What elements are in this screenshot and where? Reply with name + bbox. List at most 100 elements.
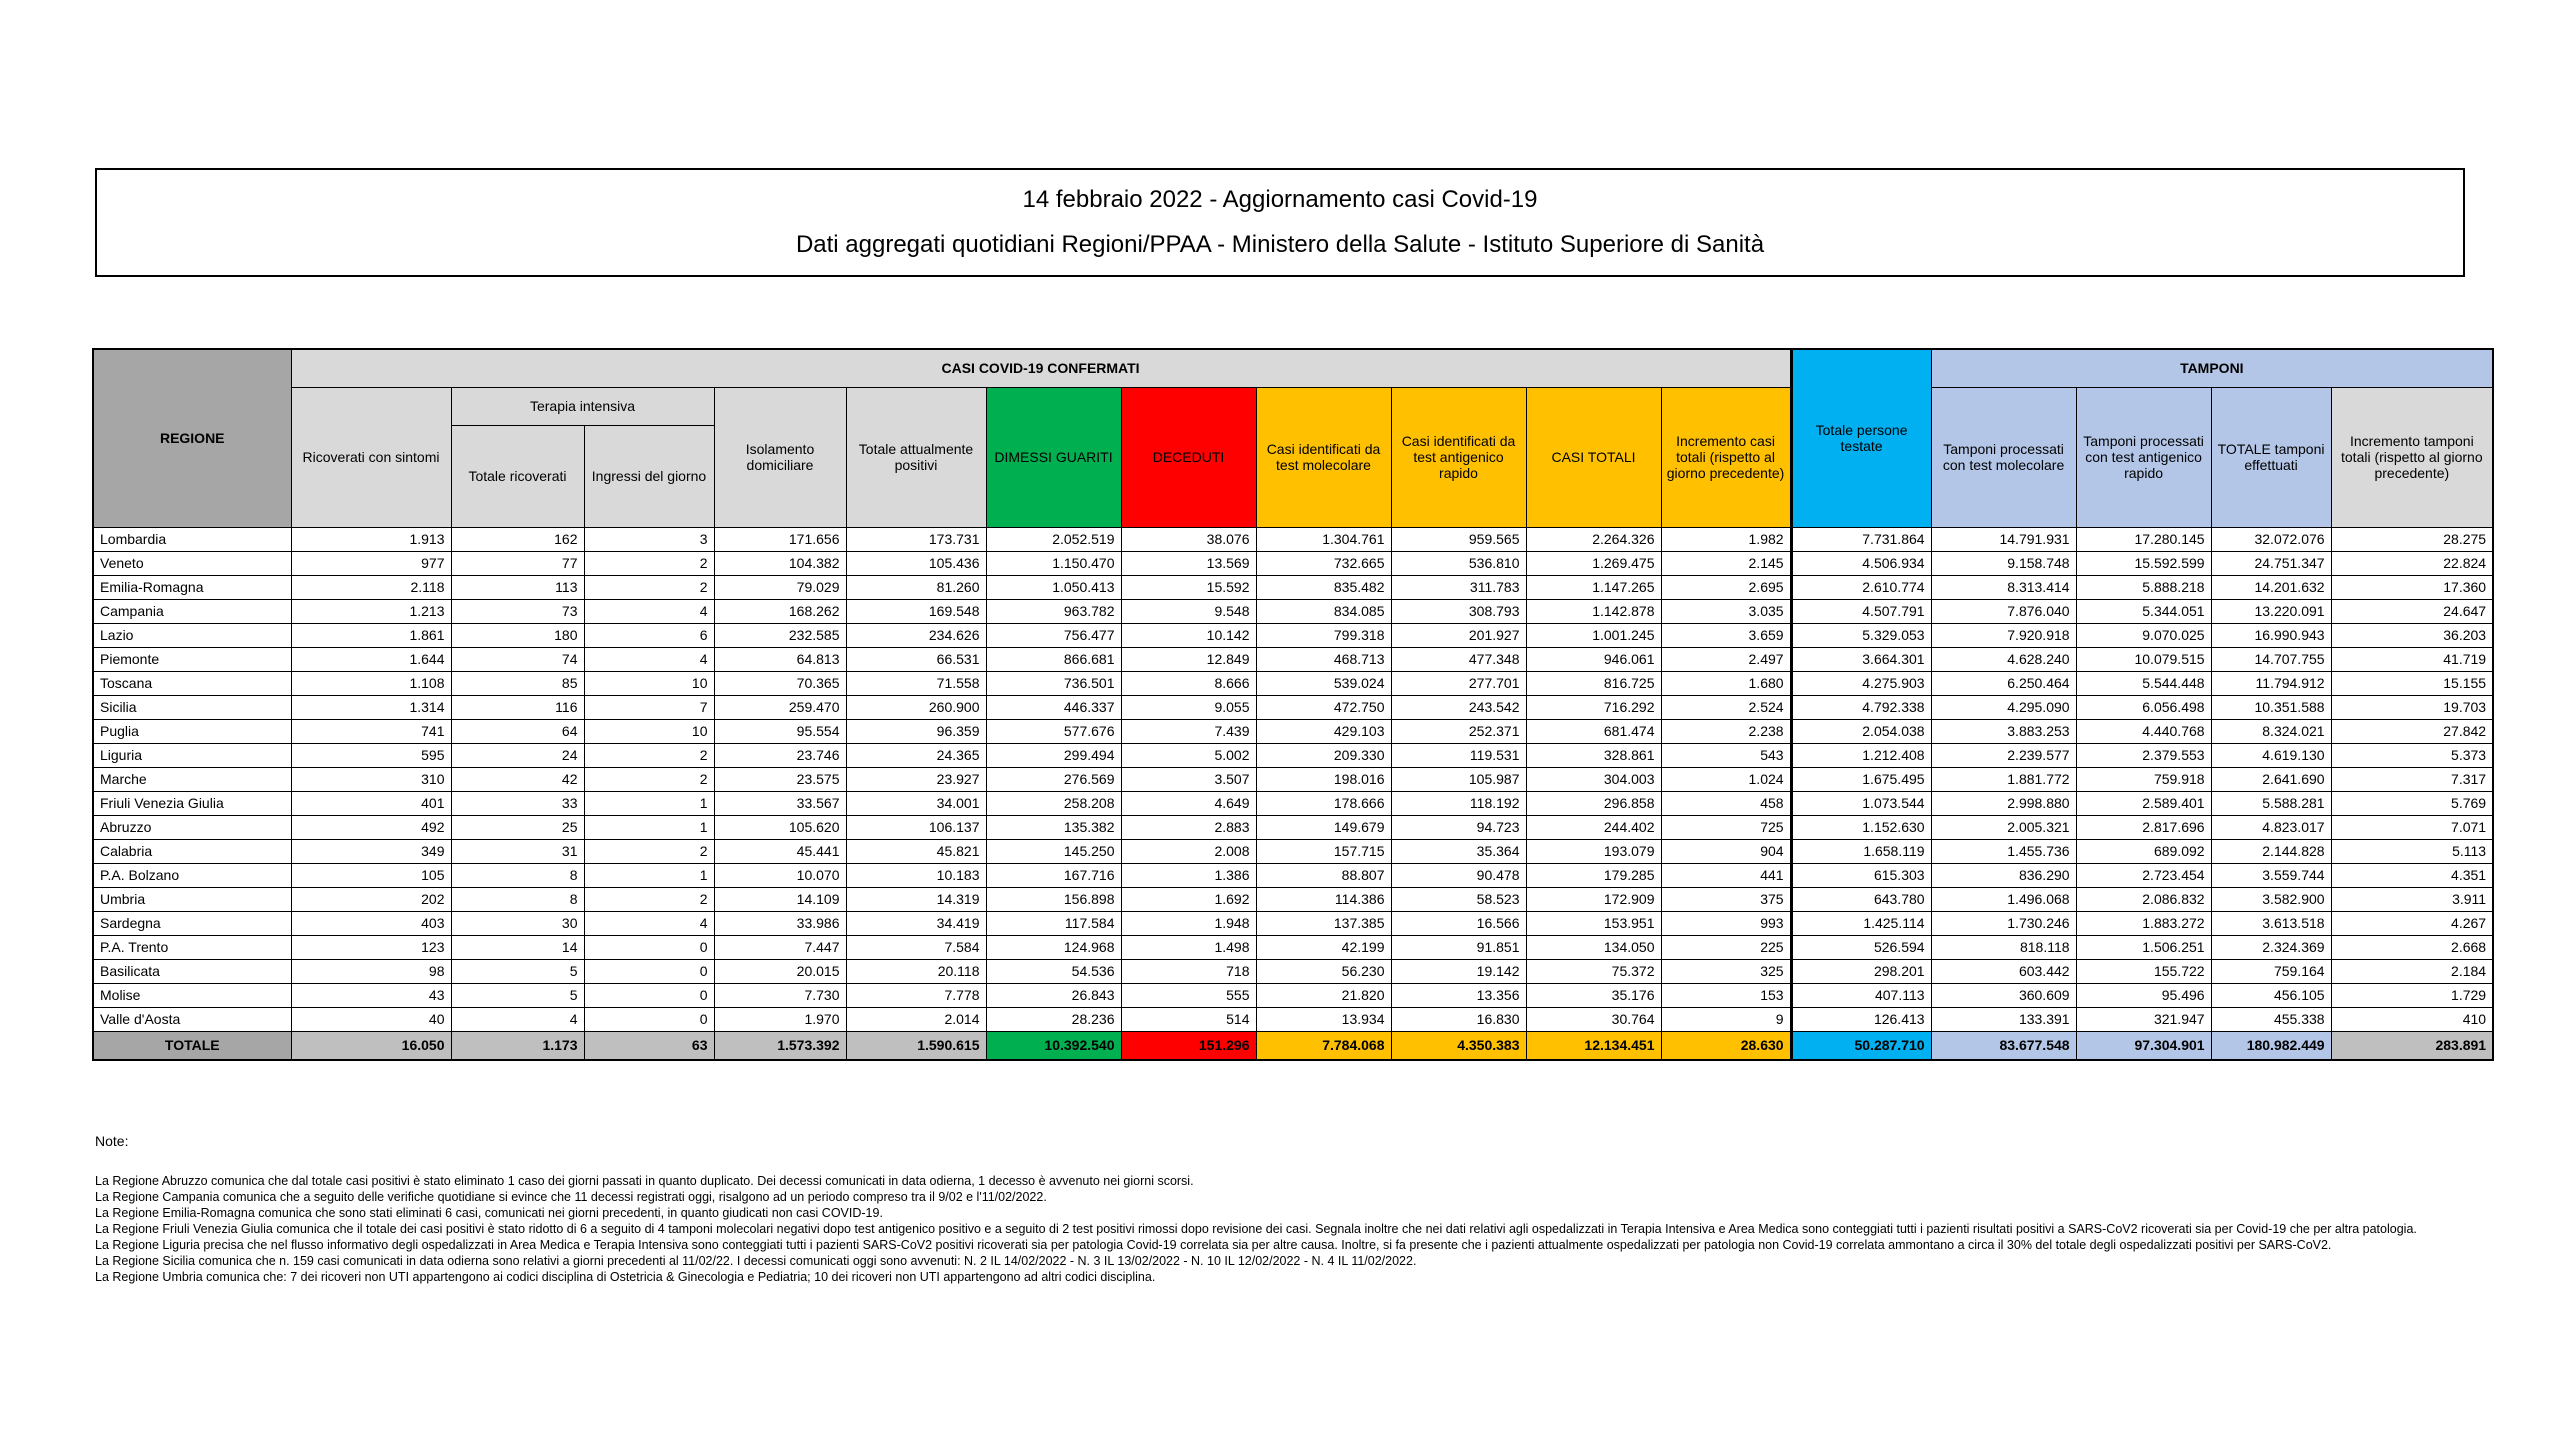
table-row: Basilicata 98 5 0 20.015 20.118 54.536 718 56.23… (92, 958, 2494, 984)
header-casi-test-antigenico: Casi identificati da test antigenico rap… (1390, 386, 1527, 528)
value-cell: 153 (1660, 982, 1792, 1008)
value-cell: 5.769 (2330, 790, 2494, 816)
region-name-cell: Valle d'Aosta (92, 1006, 292, 1032)
total-value-cell: 12.134.451 (1525, 1030, 1662, 1060)
value-cell: 401 (290, 790, 452, 816)
value-cell: 2.723.454 (2075, 862, 2212, 888)
value-cell: 259.470 (713, 694, 847, 720)
table-row: Liguria 595 24 2 23.746 24.365 299.494 5.002 209… (92, 742, 2494, 768)
total-value-cell: 4.350.383 (1390, 1030, 1527, 1060)
value-cell: 468.713 (1255, 646, 1392, 672)
value-cell: 5.588.281 (2210, 790, 2332, 816)
value-cell: 244.402 (1525, 814, 1662, 840)
value-cell: 260.900 (845, 694, 987, 720)
value-cell: 2.610.774 (1789, 574, 1932, 600)
value-cell: 23.575 (713, 766, 847, 792)
value-cell: 123 (290, 934, 452, 960)
value-cell: 167.716 (985, 862, 1122, 888)
value-cell: 1.050.413 (985, 574, 1122, 600)
value-cell: 0 (583, 982, 715, 1008)
value-cell: 2.184 (2330, 958, 2494, 984)
value-cell: 88.807 (1255, 862, 1392, 888)
value-cell: 56.230 (1255, 958, 1392, 984)
value-cell: 310 (290, 766, 452, 792)
value-cell: 23.746 (713, 742, 847, 768)
value-cell: 105.987 (1390, 766, 1527, 792)
value-cell: 66.531 (845, 646, 987, 672)
table-row: Marche 310 42 2 23.575 23.927 276.569 3.507 198.… (92, 766, 2494, 792)
value-cell: 96.359 (845, 718, 987, 744)
value-cell: 1.948 (1120, 910, 1257, 936)
region-name-cell: Basilicata (92, 958, 292, 984)
value-cell: 137.385 (1255, 910, 1392, 936)
value-cell: 17.360 (2330, 574, 2494, 600)
value-cell: 15.592.599 (2075, 550, 2212, 576)
value-cell: 0 (583, 958, 715, 984)
value-cell: 45.441 (713, 838, 847, 864)
value-cell: 963.782 (985, 598, 1122, 624)
value-cell: 1.883.272 (2075, 910, 2212, 936)
value-cell: 866.681 (985, 646, 1122, 672)
value-cell: 5.888.218 (2075, 574, 2212, 600)
value-cell: 105 (290, 862, 452, 888)
value-cell: 4.295.090 (1930, 694, 2077, 720)
table-row: Veneto 977 77 2 104.382 105.436 1.150.470 13.56… (92, 550, 2494, 576)
value-cell: 36.203 (2330, 622, 2494, 648)
value-cell: 536.810 (1390, 550, 1527, 576)
value-cell: 91.851 (1390, 934, 1527, 960)
value-cell: 201.927 (1390, 622, 1527, 648)
value-cell: 7.731.864 (1789, 526, 1932, 552)
total-value-cell: 1.590.615 (845, 1030, 987, 1060)
value-cell: 7.447 (713, 934, 847, 960)
value-cell: 162 (450, 526, 585, 552)
value-cell: 8.313.414 (1930, 574, 2077, 600)
value-cell: 5.113 (2330, 838, 2494, 864)
value-cell: 7.439 (1120, 718, 1257, 744)
value-cell: 3.613.518 (2210, 910, 2332, 936)
value-cell: 2.497 (1660, 646, 1792, 672)
value-cell: 10.142 (1120, 622, 1257, 648)
value-cell: 90.478 (1390, 862, 1527, 888)
value-cell: 2.641.690 (2210, 766, 2332, 792)
value-cell: 10.070 (713, 862, 847, 888)
value-cell: 321.947 (2075, 1006, 2212, 1032)
value-cell: 10.079.515 (2075, 646, 2212, 672)
value-cell: 2 (583, 742, 715, 768)
covid-data-table: REGIONE CASI COVID-19 CONFERMATI Totale … (92, 348, 2495, 1061)
value-cell: 577.676 (985, 718, 1122, 744)
value-cell: 16.830 (1390, 1006, 1527, 1032)
value-cell: 1.455.736 (1930, 838, 2077, 864)
value-cell: 2.817.696 (2075, 814, 2212, 840)
value-cell: 328.861 (1525, 742, 1662, 768)
header-deceduti: DECEDUTI (1120, 386, 1257, 528)
value-cell: 2 (583, 838, 715, 864)
table-row: P.A. Trento 123 14 0 7.447 7.584 124.968 1.498 4… (92, 934, 2494, 960)
value-cell: 526.594 (1789, 934, 1932, 960)
value-cell: 3.659 (1660, 622, 1792, 648)
total-value-cell: 151.296 (1120, 1030, 1257, 1060)
value-cell: 325 (1660, 958, 1792, 984)
value-cell: 543 (1660, 742, 1792, 768)
region-name-cell: P.A. Bolzano (92, 862, 292, 888)
table-row: P.A. Bolzano 105 8 1 10.070 10.183 167.716 1.38… (92, 862, 2494, 888)
value-cell: 54.536 (985, 958, 1122, 984)
value-cell: 834.085 (1255, 598, 1392, 624)
value-cell: 6.056.498 (2075, 694, 2212, 720)
value-cell: 360.609 (1930, 982, 2077, 1008)
value-cell: 410 (2330, 1006, 2494, 1032)
value-cell: 24.751.347 (2210, 550, 2332, 576)
value-cell: 455.338 (2210, 1006, 2332, 1032)
table-row: Lombardia 1.913 162 3 171.656 173.731 2.052.51… (92, 526, 2494, 552)
value-cell: 2.014 (845, 1006, 987, 1032)
value-cell: 407.113 (1789, 982, 1932, 1008)
value-cell: 1.498 (1120, 934, 1257, 960)
value-cell: 2 (583, 886, 715, 912)
value-cell: 2.379.553 (2075, 742, 2212, 768)
value-cell: 24.647 (2330, 598, 2494, 624)
total-value-cell: 83.677.548 (1930, 1030, 2077, 1060)
region-name-cell: Piemonte (92, 646, 292, 672)
value-cell: 14.319 (845, 886, 987, 912)
total-value-cell: 1.173 (450, 1030, 585, 1060)
value-cell: 23.927 (845, 766, 987, 792)
value-cell: 14.109 (713, 886, 847, 912)
